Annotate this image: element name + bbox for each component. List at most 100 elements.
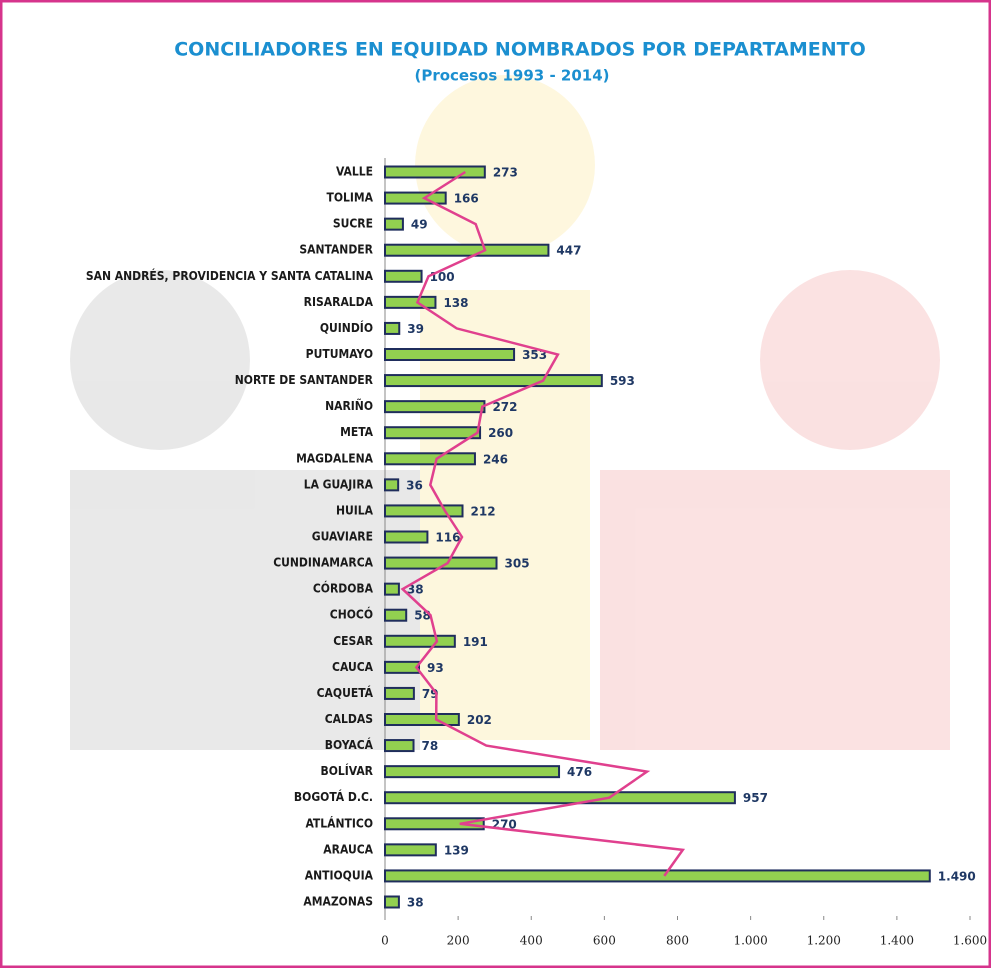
bar bbox=[384, 348, 516, 361]
bar bbox=[384, 869, 931, 883]
data-label: 38 bbox=[407, 896, 424, 910]
y-tick-label: NARIÑO bbox=[325, 398, 373, 413]
data-label: 305 bbox=[505, 557, 530, 571]
data-label: 36 bbox=[406, 478, 423, 492]
bar bbox=[384, 895, 400, 909]
data-label: 139 bbox=[444, 843, 469, 857]
y-tick-label: ARAUCA bbox=[323, 842, 373, 856]
x-tick-label: 600 bbox=[593, 934, 616, 948]
data-label: 476 bbox=[567, 765, 592, 779]
data-label: 78 bbox=[422, 739, 439, 753]
bar bbox=[384, 791, 736, 805]
bar bbox=[384, 530, 429, 544]
y-tick-label: NORTE DE SANTANDER bbox=[235, 373, 374, 387]
data-label: 93 bbox=[427, 661, 444, 675]
y-tick-label: CALDAS bbox=[325, 712, 373, 726]
data-label: 116 bbox=[435, 531, 460, 545]
bar bbox=[384, 582, 400, 596]
x-tick-label: 1.200 bbox=[807, 934, 841, 948]
data-label: 353 bbox=[522, 348, 547, 362]
y-tick-label: BOLÍVAR bbox=[320, 763, 373, 778]
bar bbox=[384, 374, 603, 388]
y-tick-label: RISARALDA bbox=[304, 295, 374, 309]
bar bbox=[384, 634, 456, 648]
y-tick-label: AMAZONAS bbox=[303, 895, 373, 909]
x-tick-label: 400 bbox=[520, 934, 543, 948]
data-label: 191 bbox=[463, 635, 488, 649]
x-tick-label: 200 bbox=[447, 934, 470, 948]
y-tick-label: META bbox=[340, 425, 374, 439]
data-label: 260 bbox=[488, 426, 513, 440]
y-tick-label: TOLIMA bbox=[326, 191, 373, 205]
y-tick-label: BOYACÁ bbox=[325, 737, 374, 752]
bar bbox=[384, 608, 408, 622]
bar bbox=[384, 426, 482, 440]
x-tick-label: 0 bbox=[381, 934, 389, 948]
y-tick-label: PUTUMAYO bbox=[306, 347, 373, 361]
bar bbox=[384, 165, 486, 179]
bar bbox=[384, 243, 550, 257]
bar bbox=[384, 843, 437, 857]
data-label: 49 bbox=[411, 218, 428, 232]
x-tick-label: 1.400 bbox=[880, 934, 914, 948]
data-label: 138 bbox=[443, 296, 468, 310]
bar bbox=[384, 191, 447, 205]
y-tick-label: LA GUAJIRA bbox=[304, 477, 374, 491]
bar bbox=[384, 269, 423, 283]
data-label: 273 bbox=[493, 166, 518, 180]
data-label: 246 bbox=[483, 452, 508, 466]
y-tick-label: BOGOTÁ D.C. bbox=[294, 789, 373, 804]
data-label: 166 bbox=[454, 192, 479, 206]
data-label: 1.490 bbox=[938, 869, 976, 883]
y-tick-label: ANTIOQUIA bbox=[305, 868, 374, 882]
y-tick-label: CAQUETÁ bbox=[317, 685, 374, 700]
bar bbox=[384, 686, 415, 700]
bar bbox=[384, 504, 464, 518]
bar bbox=[384, 321, 401, 335]
data-label: 957 bbox=[743, 791, 768, 805]
data-label: 202 bbox=[467, 713, 492, 727]
y-tick-label: QUINDÍO bbox=[320, 320, 373, 335]
chart-title: CONCILIADORES EN EQUIDAD NOMBRADOS POR D… bbox=[174, 39, 866, 61]
data-label: 39 bbox=[407, 322, 424, 336]
bar bbox=[384, 556, 498, 570]
watermark bbox=[70, 75, 950, 750]
y-tick-label: HUILA bbox=[336, 503, 374, 517]
x-tick-label: 1.600 bbox=[953, 934, 987, 948]
y-tick-label: MAGDALENA bbox=[296, 451, 374, 465]
data-label: 38 bbox=[407, 583, 424, 597]
bar bbox=[384, 400, 486, 414]
y-tick-label: SAN ANDRÉS, PROVIDENCIA Y SANTA CATALINA bbox=[86, 268, 374, 283]
y-tick-label: CÓRDOBA bbox=[313, 581, 374, 596]
x-tick-label: 1.000 bbox=[733, 934, 767, 948]
bar bbox=[384, 478, 400, 492]
y-tick-label: VALLE bbox=[336, 165, 373, 179]
data-label: 593 bbox=[610, 374, 635, 388]
bar bbox=[384, 765, 561, 779]
bar bbox=[384, 713, 460, 726]
trendline bbox=[400, 170, 686, 877]
data-label: 100 bbox=[430, 270, 455, 284]
y-tick-label: CESAR bbox=[333, 634, 373, 648]
bar bbox=[384, 660, 421, 674]
y-tick-label: CUNDINAMARCA bbox=[273, 556, 373, 570]
y-tick-label: CAUCA bbox=[332, 660, 374, 674]
data-label: 212 bbox=[471, 504, 496, 518]
data-label: 272 bbox=[492, 400, 517, 414]
bar bbox=[384, 817, 485, 831]
bar bbox=[384, 452, 476, 466]
x-tick-label: 800 bbox=[666, 934, 689, 948]
data-label: 58 bbox=[414, 609, 431, 623]
y-tick-label: CHOCÓ bbox=[330, 607, 373, 622]
y-tick-label: GUAVIARE bbox=[312, 530, 373, 544]
y-tick-label: ATLÁNTICO bbox=[305, 815, 373, 830]
y-tick-label: SANTANDER bbox=[299, 243, 373, 257]
bar bbox=[384, 295, 437, 309]
data-label: 447 bbox=[556, 244, 581, 258]
bar bbox=[384, 217, 404, 231]
bar bbox=[384, 739, 415, 753]
y-tick-label: SUCRE bbox=[333, 217, 373, 231]
chart-subtitle: (Procesos 1993 - 2014) bbox=[414, 67, 609, 85]
